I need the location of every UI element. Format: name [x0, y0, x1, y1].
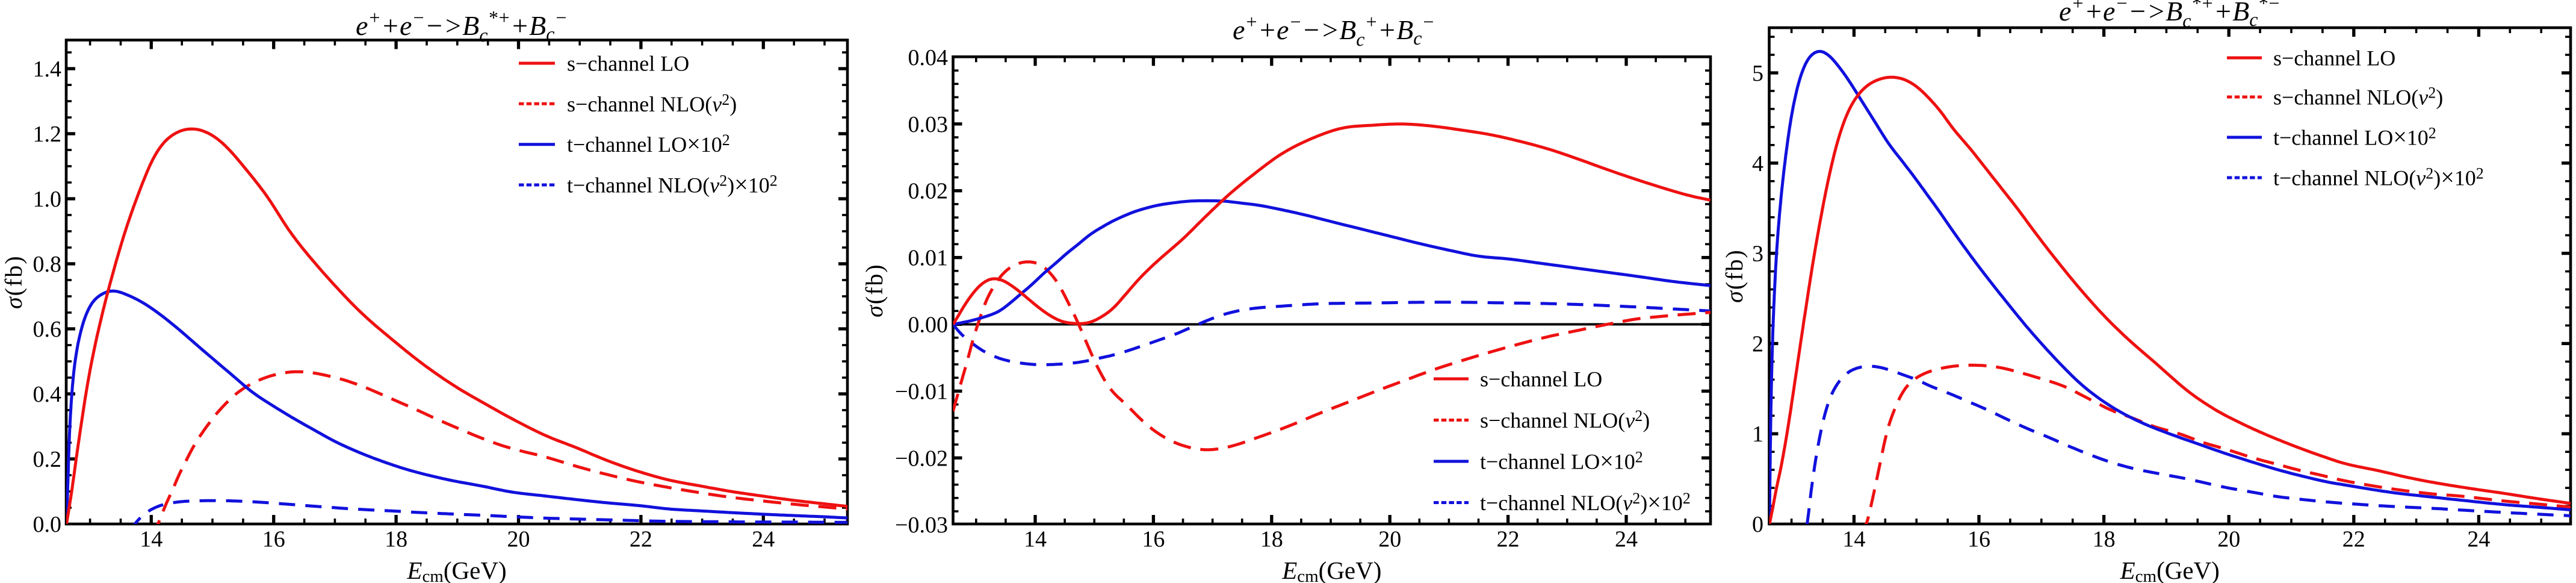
svg-text:0.6: 0.6 [33, 317, 62, 342]
svg-text:e++e−−>Bc*++Bc*−: e++e−−>Bc*++Bc*− [2059, 0, 2280, 31]
svg-text:1.0: 1.0 [33, 187, 62, 212]
svg-text:5: 5 [1752, 61, 1763, 86]
svg-text:−0.03: −0.03 [895, 513, 948, 538]
svg-text:4: 4 [1752, 151, 1763, 176]
svg-text:e++e−−>Bc++Bc−: e++e−−>Bc++Bc− [1233, 11, 1435, 50]
svg-text:s−channel LO: s−channel LO [2273, 46, 2395, 70]
svg-text:20: 20 [1378, 527, 1401, 552]
svg-text:0.01: 0.01 [908, 246, 949, 271]
svg-text:1: 1 [1752, 422, 1763, 447]
svg-text:0.04: 0.04 [908, 45, 949, 70]
svg-text:18: 18 [1260, 527, 1283, 552]
svg-text:0: 0 [1752, 512, 1763, 537]
svg-text:t−channel NLO(v2)×102: t−channel NLO(v2)×102 [1480, 488, 1691, 516]
svg-text:0.0: 0.0 [33, 512, 62, 537]
svg-text:18: 18 [385, 527, 407, 552]
svg-text:t−channel LO×102: t−channel LO×102 [567, 130, 730, 157]
svg-text:1.2: 1.2 [33, 122, 62, 147]
svg-text:s−channel NLO(v2): s−channel NLO(v2) [1480, 407, 1650, 432]
svg-text:t−channel NLO(v2)×102: t−channel NLO(v2)×102 [567, 171, 778, 198]
svg-text:s−channel NLO(v2): s−channel NLO(v2) [2273, 84, 2443, 110]
svg-text:20: 20 [507, 527, 530, 552]
svg-text:14: 14 [140, 527, 163, 552]
svg-text:s−channel LO: s−channel LO [1480, 367, 1602, 391]
svg-text:0.02: 0.02 [908, 179, 949, 204]
svg-text:−0.01: −0.01 [895, 379, 948, 404]
svg-text:22: 22 [2342, 527, 2365, 552]
svg-text:0.8: 0.8 [33, 252, 62, 277]
svg-text:24: 24 [2467, 527, 2490, 552]
svg-text:Ecm(GeV): Ecm(GeV) [2120, 556, 2220, 583]
svg-text:24: 24 [752, 527, 775, 552]
svg-text:18: 18 [2093, 527, 2116, 552]
svg-text:22: 22 [1497, 527, 1520, 552]
svg-text:σ(fb): σ(fb) [861, 263, 888, 317]
svg-text:Ecm(GeV): Ecm(GeV) [406, 556, 506, 583]
svg-text:20: 20 [2217, 527, 2240, 552]
svg-text:s−channel NLO(v2): s−channel NLO(v2) [567, 91, 737, 116]
svg-text:14: 14 [1024, 527, 1047, 552]
svg-text:σ(fb): σ(fb) [0, 255, 27, 309]
svg-text:0.2: 0.2 [33, 447, 62, 472]
svg-text:0.03: 0.03 [908, 112, 949, 137]
svg-text:0.00: 0.00 [908, 313, 949, 338]
svg-text:3: 3 [1752, 242, 1763, 267]
svg-text:t−channel LO×102: t−channel LO×102 [1480, 447, 1643, 475]
svg-text:1.4: 1.4 [33, 57, 62, 82]
svg-text:s−channel LO: s−channel LO [567, 52, 689, 76]
svg-text:t−channel NLO(v2)×102: t−channel NLO(v2)×102 [2273, 164, 2484, 191]
svg-text:−0.02: −0.02 [895, 446, 948, 471]
svg-text:t−channel LO×102: t−channel LO×102 [2273, 123, 2436, 151]
svg-text:16: 16 [1142, 527, 1165, 552]
svg-text:2: 2 [1752, 331, 1763, 357]
svg-text:Ecm(GeV): Ecm(GeV) [1281, 556, 1381, 583]
svg-text:16: 16 [1968, 527, 1990, 552]
svg-text:σ(fb): σ(fb) [1721, 249, 1748, 303]
svg-text:22: 22 [630, 527, 652, 552]
svg-text:e++e−−>Bc*++Bc−: e++e−−>Bc*++Bc− [356, 7, 568, 46]
svg-text:24: 24 [1615, 527, 1638, 552]
svg-text:14: 14 [1842, 527, 1865, 552]
svg-text:16: 16 [262, 527, 285, 552]
svg-text:0.4: 0.4 [33, 382, 62, 407]
